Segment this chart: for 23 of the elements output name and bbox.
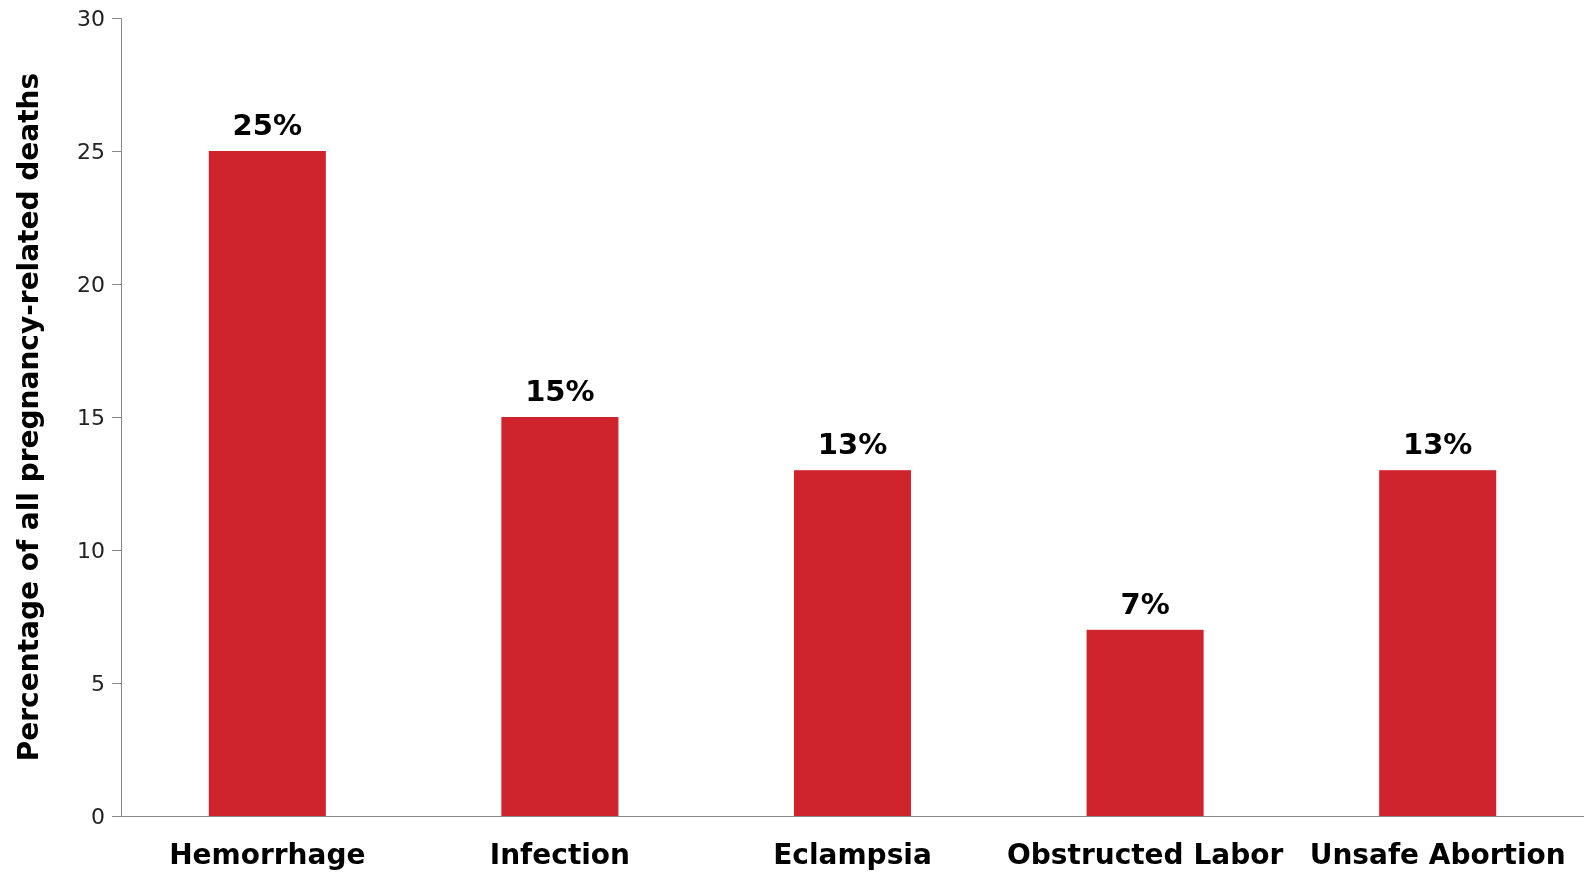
y-axis-title: Percentage of all pregnancy-related deaths <box>12 72 45 762</box>
x-tick-label: Infection <box>489 837 631 871</box>
bar <box>1379 470 1497 816</box>
y-tick-label: 15 <box>77 404 105 430</box>
y-tick-label: 5 <box>91 670 105 696</box>
bar <box>793 470 912 816</box>
data-label: 13% <box>817 427 888 462</box>
data-label: 15% <box>525 374 595 408</box>
x-tick-label: Eclampsia <box>773 837 932 871</box>
y-tick-label: 10 <box>77 537 105 563</box>
x-tick-label: Hemorrhage <box>169 837 366 871</box>
x-tick-label: Obstructed Labor <box>1006 837 1284 871</box>
bar <box>208 151 326 816</box>
data-label: 7% <box>1120 586 1170 621</box>
bar <box>501 417 619 816</box>
y-tick-label: 0 <box>91 803 105 829</box>
bar <box>1086 629 1204 816</box>
y-tick-label: 30 <box>77 5 105 31</box>
data-label: 13% <box>1402 427 1473 462</box>
x-tick-label: Unsafe Abortion <box>1309 837 1566 871</box>
y-tick-label: 20 <box>77 271 105 297</box>
data-label: 25% <box>232 108 303 142</box>
y-tick-label: 25 <box>77 138 105 164</box>
